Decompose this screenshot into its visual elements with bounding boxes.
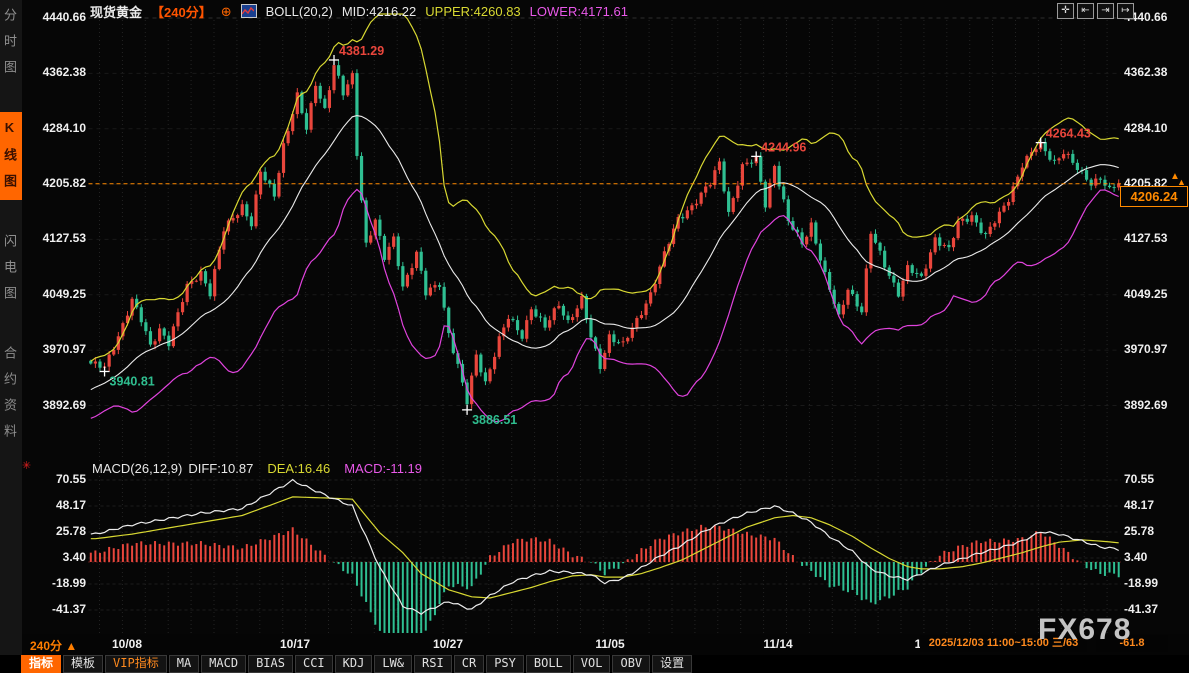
price-annotation: 3886.51 [472,413,517,427]
sidebar-tab-1[interactable]: K线图 [0,112,22,200]
boll-lower-value: LOWER:4171.61 [529,3,628,19]
y-axis-label: 70.55 [55,472,86,486]
toolbar-button-CCI[interactable]: CCI [294,655,333,673]
pan-icon[interactable]: ✛ [1057,3,1074,19]
boll-indicator-label: BOLL(20,2) [265,3,333,19]
y-axis-label: -18.99 [51,576,86,590]
toolbar-button-PSY[interactable]: PSY [486,655,524,673]
symbol-label: 现货黄金 [90,4,143,20]
period-selector[interactable]: 240分 ▲ [30,639,78,653]
y-axis-label: 25.78 [55,524,86,538]
toolbar-button-RSI[interactable]: RSI [414,655,452,673]
boll-upper-value: UPPER:4260.83 [425,3,521,19]
y-axis-label: 3.40 [62,550,86,564]
bar-info-tooltip: 2025/12/03 11:00~15:00 三/63 [920,635,1087,652]
price-annotation: 4264.43 [1046,127,1091,141]
y-axis-label: -41.37 [1124,602,1159,616]
y-axis-label: 3970.97 [42,342,86,357]
macd-diff-value: DIFF:10.87 [188,461,254,476]
price-annotation: 4244.96 [761,140,806,154]
shift-right-icon[interactable]: ↦ [1117,3,1134,19]
x-axis-date-label: 10/17 [279,637,311,651]
period-label[interactable]: 【240分】 [151,4,212,20]
chart-header: 现货黄金 【240分】 ⊕ BOLL(20,2) MID:4216.22 UPP… [90,3,628,20]
alert-icon[interactable]: ✳ [22,460,32,472]
macd-macd-value: MACD:-11.19 [344,461,423,476]
sidebar-tab-3[interactable]: 合约资料 [2,346,17,450]
sidebar: 分时图 K线图闪电图合约资料 [0,0,22,673]
x-axis-strip: 240分 ▲ 2025/12/03 11:00~15:00 三/63 -61.8… [0,634,1189,655]
current-price-tag[interactable]: 4206.24 [1120,186,1188,207]
target-icon[interactable]: ⊕ [220,3,232,19]
x-axis-date-label: 1 [914,637,922,651]
scale-left-icon[interactable]: ⇤ [1077,3,1094,19]
toolbar-button-MA[interactable]: MA [168,655,200,673]
y-axis-label: 4284.10 [42,120,86,135]
toolbar-button-设置[interactable]: 设置 [652,655,693,673]
y-axis-label: -18.99 [1124,576,1159,590]
macd-label: MACD(26,12,9) [92,461,183,476]
price-edge-arrow-icon: ▲ [1177,177,1186,187]
y-axis-label: 4205.82 [42,176,86,191]
x-axis-date-label: 11/14 [763,637,793,651]
sidebar-tab-0[interactable]: 分时图 [2,8,17,86]
y-axis-label: 25.78 [1124,524,1155,538]
indicator-toolbar: 指标 模板 VIP指标 MA MACD BIAS CCI KDJ LW& RSI CR PSY BOLL… [0,655,1189,673]
watermark: FX678 [1038,613,1132,646]
y-axis-label: 70.55 [1124,472,1155,486]
y-axis-label: 3.40 [1124,550,1148,564]
toolbar-button-模板[interactable]: 模板 [63,655,104,673]
x-axis-date-label: 11/05 [595,637,625,651]
mini-chart-icon[interactable] [240,4,257,18]
y-axis-label: 3892.69 [1124,397,1168,412]
toolbar-button-指标[interactable]: 指标 [21,655,62,673]
y-axis-label: 48.17 [55,498,86,512]
y-axis-label: 4049.25 [42,286,86,301]
toolbar-button-BIAS[interactable]: BIAS [248,655,293,673]
price-annotation: 3940.81 [110,374,155,388]
y-axis-label: 4284.10 [1124,120,1168,135]
y-axis-label: 4049.25 [1124,286,1168,301]
toolbar-button-BOLL[interactable]: BOLL [525,655,571,673]
x-axis-date-label: 10/08 [111,637,143,651]
toolbar-button-VOL[interactable]: VOL [572,655,611,673]
bar-extra-tooltip: -61.8 [1096,635,1168,652]
toolbar-button-MACD[interactable]: MACD [201,655,247,673]
macd-dea-value: DEA:16.46 [267,461,331,476]
x-axis-date-label: 10/27 [432,637,464,651]
y-axis-label: 3970.97 [1124,342,1168,357]
price-pin-icon: ▲ [1170,171,1180,182]
sidebar-tab-2[interactable]: 闪电图 [2,234,17,312]
y-axis-label: 4127.53 [1124,231,1168,246]
y-axis-label: -41.37 [51,602,86,616]
toolbar-button-LW&[interactable]: LW& [374,655,413,673]
y-axis-label: 4440.66 [1124,10,1168,24]
scale-right-icon[interactable]: ⇥ [1097,3,1114,19]
price-annotation: 4381.29 [339,44,384,58]
y-axis-label: 4362.38 [1124,65,1168,80]
macd-header: MACD(26,12,9) DIFF:10.87 DEA:16.46 MACD:… [92,461,422,476]
boll-mid-value: MID:4216.22 [341,3,417,19]
toolbar-button-VIP指标[interactable]: VIP指标 [105,655,167,673]
y-axis-label: 3892.69 [42,397,86,412]
y-axis-label: 4362.38 [42,65,86,80]
y-axis-label: 4440.66 [42,10,86,24]
toolbar-button-KDJ[interactable]: KDJ [334,655,373,673]
toolbar-button-CR[interactable]: CR [453,655,485,673]
window-icon-group: ✛ ⇤ ⇥ ↦ [1057,3,1134,19]
y-axis-label: 4127.53 [42,231,86,246]
y-axis-label: 48.17 [1124,498,1155,512]
toolbar-button-OBV[interactable]: OBV [612,655,651,673]
